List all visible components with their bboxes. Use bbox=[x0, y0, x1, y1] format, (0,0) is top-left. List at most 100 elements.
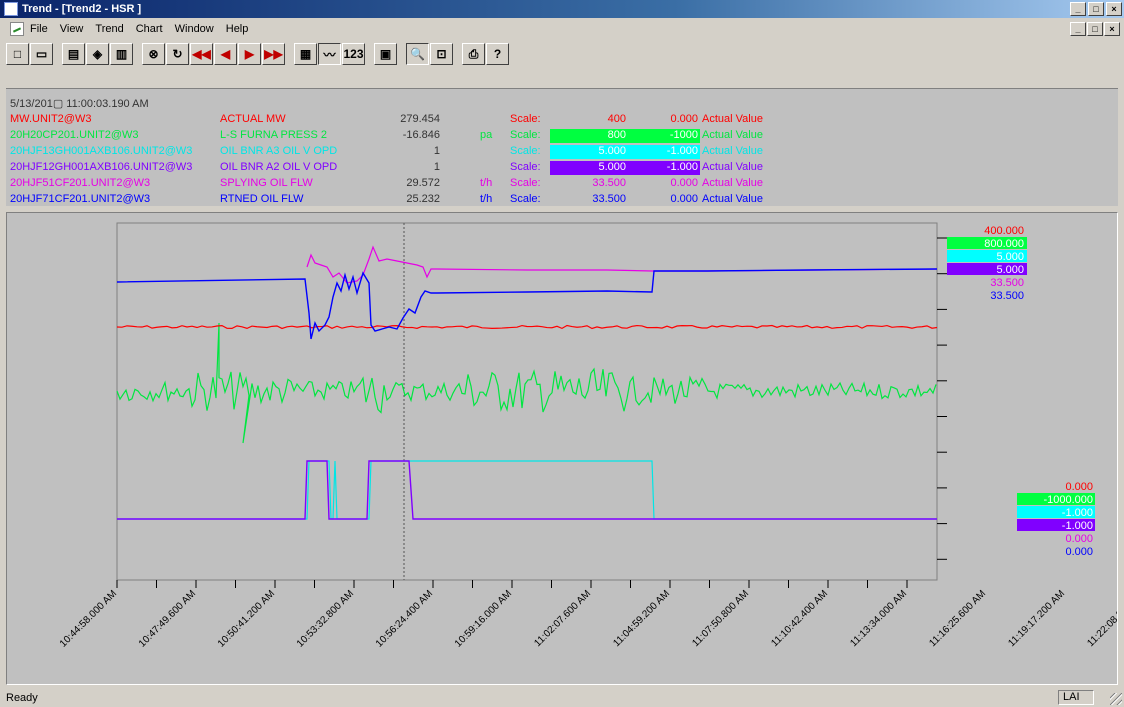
print-button[interactable]: ⎙ bbox=[462, 43, 485, 65]
trend-chart[interactable]: 10:44:58.000 AM 10:47:49.600 AM 10:50:41.2… bbox=[7, 213, 1117, 684]
legend-unit: pa bbox=[480, 129, 493, 141]
status-bar: Ready LAI bbox=[0, 689, 1124, 707]
rewind-fast-button[interactable]: ◀◀ bbox=[190, 43, 213, 65]
plot-area bbox=[116, 222, 938, 581]
mdi-minimize-button[interactable]: _ bbox=[1070, 22, 1086, 36]
legend-value: 25.232 bbox=[406, 193, 440, 205]
digital-view-button[interactable]: ▦ bbox=[294, 43, 317, 65]
help-button[interactable]: ? bbox=[486, 43, 509, 65]
legend-unit: t/h bbox=[480, 193, 493, 205]
legend-scale-label: Scale: bbox=[510, 177, 541, 189]
legend-scale-min: -1.000 bbox=[630, 145, 700, 159]
legend-tag: 20HJF13GH001AXB106.UNIT2@W3 bbox=[10, 145, 193, 157]
legend-value: 1 bbox=[433, 145, 440, 157]
legend-mode: Actual Value bbox=[702, 113, 763, 125]
open-button[interactable]: ▭ bbox=[30, 43, 53, 65]
zoom-area-button[interactable]: ⊡ bbox=[430, 43, 453, 65]
legend-scale-max: 33.500 bbox=[592, 177, 626, 189]
menu-trend[interactable]: Trend bbox=[95, 23, 124, 35]
forward-button[interactable]: ▶ bbox=[238, 43, 261, 65]
stop-button[interactable]: ⊗ bbox=[142, 43, 165, 65]
properties-button[interactable]: ▤ bbox=[62, 43, 85, 65]
legend-mode: Actual Value bbox=[702, 177, 763, 189]
x-tick-label: 10:50:41.200 AM bbox=[216, 588, 277, 649]
toolbar: □ ▭ ▤ ◈ ▥ ⊗ ↻ ◀◀ ◀ ▶ ▶▶ ▦ 〰 123 ▣ 🔍 ⊡ ⎙ … bbox=[6, 40, 1118, 68]
scale-label: 0.000 bbox=[1065, 481, 1093, 493]
x-tick-label: 10:56:24.400 AM bbox=[374, 588, 435, 649]
legend-scale-label: Scale: bbox=[510, 161, 541, 173]
forward-fast-button[interactable]: ▶▶ bbox=[262, 43, 285, 65]
legend-scale-min: 0.000 bbox=[670, 113, 698, 125]
legend-tag: 20HJF51CF201.UNIT2@W3 bbox=[10, 177, 151, 189]
x-tick-label: 11:13:34.000 AM bbox=[848, 588, 909, 649]
legend-description: RTNED OIL FLW bbox=[220, 193, 304, 205]
scale-max-label: 33.500 bbox=[990, 277, 1024, 289]
legend-mode: Actual Value bbox=[702, 161, 763, 173]
menu-chart[interactable]: Chart bbox=[135, 23, 163, 35]
document-icon[interactable] bbox=[10, 22, 24, 36]
zoom-button[interactable]: 🔍 bbox=[406, 43, 429, 65]
legend-tag: 20H20CP201.UNIT2@W3 bbox=[10, 129, 139, 141]
legend-scale-max: 800 bbox=[550, 129, 630, 143]
resize-grip-icon[interactable] bbox=[1110, 693, 1122, 705]
legend-mode: Actual Value bbox=[702, 193, 763, 205]
x-tick-label: 11:02:07.600 AM bbox=[532, 588, 593, 649]
x-tick-label: 10:44:58.000 AM bbox=[58, 588, 119, 649]
legend-mode: Actual Value bbox=[702, 145, 763, 157]
x-tick-label: 11:22:08.800 AM bbox=[1085, 588, 1117, 649]
x-tick-label: 11:10:42.400 AM bbox=[769, 588, 830, 649]
rewind-button[interactable]: ◀ bbox=[214, 43, 237, 65]
legend-description: OIL BNR A2 OIL V OPD bbox=[220, 161, 338, 173]
maximize-button[interactable]: □ bbox=[1088, 2, 1104, 16]
legend-panel: 5/13/201▢ 11:00:03.190 AM MW.UNIT2@W3 ACT… bbox=[6, 88, 1118, 206]
legend-scale-label: Scale: bbox=[510, 193, 541, 205]
menu-file[interactable]: File bbox=[30, 23, 48, 35]
chart-button[interactable]: ▣ bbox=[374, 43, 397, 65]
legend-scale-max: 5.000 bbox=[550, 145, 630, 159]
legend-row[interactable]: MW.UNIT2@W3 ACTUAL MW 279.454 Scale: 400 0.00… bbox=[10, 113, 1110, 127]
legend-tag: 20HJF71CF201.UNIT2@W3 bbox=[10, 193, 151, 205]
menu-window[interactable]: Window bbox=[174, 23, 214, 35]
scale-label: -1000.000 bbox=[1043, 494, 1093, 506]
legend-scale-label: Scale: bbox=[510, 113, 541, 125]
save-button[interactable]: ▥ bbox=[110, 43, 133, 65]
trend-view-button[interactable]: 〰 bbox=[318, 43, 341, 65]
mdi-close-button[interactable]: × bbox=[1104, 22, 1120, 36]
legend-value: -16.846 bbox=[402, 129, 440, 141]
scale-label-bg bbox=[1017, 506, 1095, 518]
x-tick-label: 10:59:16.000 AM bbox=[453, 588, 514, 649]
scale-max-bg bbox=[947, 263, 1027, 275]
legend-scale-label: Scale: bbox=[510, 129, 541, 141]
scale-label-bg bbox=[1017, 519, 1095, 531]
x-tick-label: 11:07:50.800 AM bbox=[690, 588, 751, 649]
scale-max-label: 5.000 bbox=[996, 251, 1024, 263]
menu-help[interactable]: Help bbox=[225, 23, 249, 35]
legend-row[interactable]: 20H20CP201.UNIT2@W3 L-S FURNA PRESS 2 -16.… bbox=[10, 129, 1110, 143]
new-button[interactable]: □ bbox=[6, 43, 29, 65]
legend-row[interactable]: 20HJF13GH001AXB106.UNIT2@W3 OIL BNR A3 OI… bbox=[10, 145, 1110, 159]
export-button[interactable]: ◈ bbox=[86, 43, 109, 65]
legend-row[interactable]: 20HJF71CF201.UNIT2@W3 RTNED OIL FLW 25.232… bbox=[10, 193, 1110, 207]
minimize-button[interactable]: _ bbox=[1070, 2, 1086, 16]
legend-description: SPLYING OIL FLW bbox=[220, 177, 313, 189]
scale-max-label: 400.000 bbox=[984, 225, 1024, 237]
window-title: Trend - [Trend2 - HSR ] bbox=[22, 3, 142, 15]
scale-label: -1.000 bbox=[1062, 507, 1093, 519]
series-line-splying bbox=[306, 245, 938, 284]
close-button[interactable]: × bbox=[1106, 2, 1122, 16]
mdi-restore-button[interactable]: □ bbox=[1087, 22, 1103, 36]
x-tick-label: 11:04:59.200 AM bbox=[611, 588, 672, 649]
scale-label: -1.000 bbox=[1062, 520, 1093, 532]
legend-row[interactable]: 20HJF12GH001AXB106.UNIT2@W3 OIL BNR A2 OI… bbox=[10, 161, 1110, 175]
refresh-button[interactable]: ↻ bbox=[166, 43, 189, 65]
x-tick-label: 10:53:32.800 AM bbox=[295, 588, 356, 649]
legend-value: 29.572 bbox=[406, 177, 440, 189]
chart-panel[interactable]: 10:44:58.000 AM 10:47:49.600 AM 10:50:41.2… bbox=[6, 212, 1118, 685]
legend-row[interactable]: 20HJF51CF201.UNIT2@W3 SPLYING OIL FLW 29.5… bbox=[10, 177, 1110, 191]
series-line-a2 bbox=[117, 460, 937, 520]
legend-scale-max: 400 bbox=[607, 113, 626, 125]
legend-unit: t/h bbox=[480, 177, 493, 189]
value-view-button[interactable]: 123 bbox=[342, 43, 365, 65]
menu-bar: File View Trend Chart Window Help bbox=[0, 20, 1124, 38]
menu-view[interactable]: View bbox=[59, 23, 84, 35]
